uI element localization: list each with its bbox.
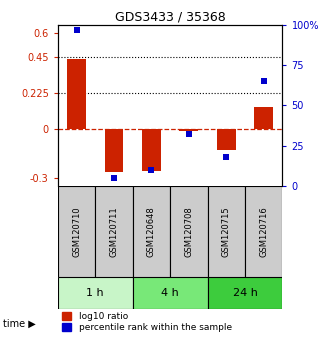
Bar <box>245 186 282 277</box>
Text: 24 h: 24 h <box>233 288 257 298</box>
Text: GSM120715: GSM120715 <box>222 206 231 257</box>
Bar <box>58 277 133 309</box>
Title: GDS3433 / 35368: GDS3433 / 35368 <box>115 11 226 24</box>
Text: GSM120711: GSM120711 <box>109 206 118 257</box>
Bar <box>142 130 161 171</box>
Bar <box>95 186 133 277</box>
Bar <box>67 59 86 130</box>
Legend: log10 ratio, percentile rank within the sample: log10 ratio, percentile rank within the … <box>62 312 232 332</box>
Bar <box>105 130 123 172</box>
Text: 1 h: 1 h <box>86 288 104 298</box>
Point <box>261 78 266 84</box>
Bar <box>58 186 95 277</box>
Point <box>111 175 117 181</box>
Bar <box>133 277 208 309</box>
Text: GSM120710: GSM120710 <box>72 206 81 257</box>
Bar <box>217 130 236 150</box>
Point <box>149 167 154 173</box>
Bar <box>254 107 273 130</box>
Text: GSM120648: GSM120648 <box>147 206 156 257</box>
Point <box>74 27 79 33</box>
Text: time ▶: time ▶ <box>3 319 36 329</box>
Bar <box>208 277 282 309</box>
Point <box>186 131 191 137</box>
Bar <box>170 186 208 277</box>
Bar <box>133 186 170 277</box>
Text: GSM120708: GSM120708 <box>184 206 193 257</box>
Bar <box>208 186 245 277</box>
Bar <box>179 130 198 131</box>
Text: 4 h: 4 h <box>161 288 179 298</box>
Point <box>224 154 229 160</box>
Text: GSM120716: GSM120716 <box>259 206 268 257</box>
